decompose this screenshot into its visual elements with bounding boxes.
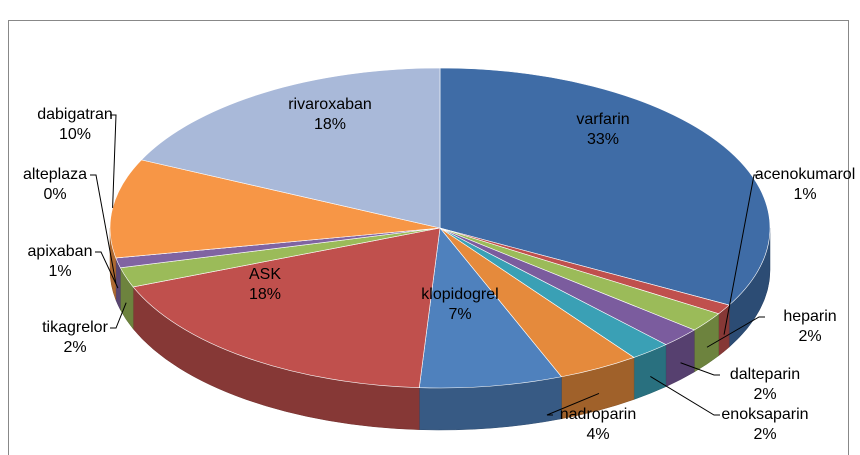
data-label-value: 33% (587, 131, 619, 148)
leader-line (110, 302, 127, 329)
leader-line (680, 362, 720, 376)
leader-line (546, 392, 600, 416)
data-label-name: rivaroxaban (288, 96, 372, 113)
data-label-name: alteplaza (23, 166, 87, 183)
leader-line (723, 174, 760, 335)
data-label-value: 10% (59, 126, 91, 143)
data-label-value: 1% (793, 186, 816, 203)
data-label-name: nadroparin (560, 406, 637, 423)
data-label-name: klopidogrel (421, 286, 498, 303)
leader-line (95, 251, 119, 289)
data-label-name: heparin (783, 308, 836, 325)
data-label-value: 18% (314, 116, 346, 133)
slice (132, 227, 441, 388)
data-label-name: dabigatran (37, 106, 113, 123)
slice (140, 67, 441, 229)
data-label-name: acenokumarol (755, 166, 856, 183)
slice (439, 67, 771, 306)
slice (418, 227, 563, 389)
data-label-value: 2% (753, 386, 776, 403)
data-label-name: varfarin (576, 111, 629, 128)
data-label-name: apixaban (28, 243, 93, 260)
data-label-name: enoksaparin (721, 406, 808, 423)
data-label-value: 1% (48, 263, 71, 280)
leader-line (650, 376, 720, 416)
data-label-value: 7% (448, 306, 471, 323)
data-label-value: 4% (586, 426, 609, 443)
data-label-name: tikagrelor (42, 319, 108, 336)
data-label-name: ASK (249, 266, 281, 283)
data-label-value: 2% (798, 328, 821, 345)
data-label-value: 18% (249, 286, 281, 303)
leader-line (706, 316, 765, 348)
leader-line (110, 114, 117, 208)
data-label-value: 0% (43, 186, 66, 203)
data-label-value: 2% (63, 339, 86, 356)
leader-line (90, 174, 117, 284)
data-label-value: 2% (753, 426, 776, 443)
data-label-name: dalteparin (730, 366, 800, 383)
